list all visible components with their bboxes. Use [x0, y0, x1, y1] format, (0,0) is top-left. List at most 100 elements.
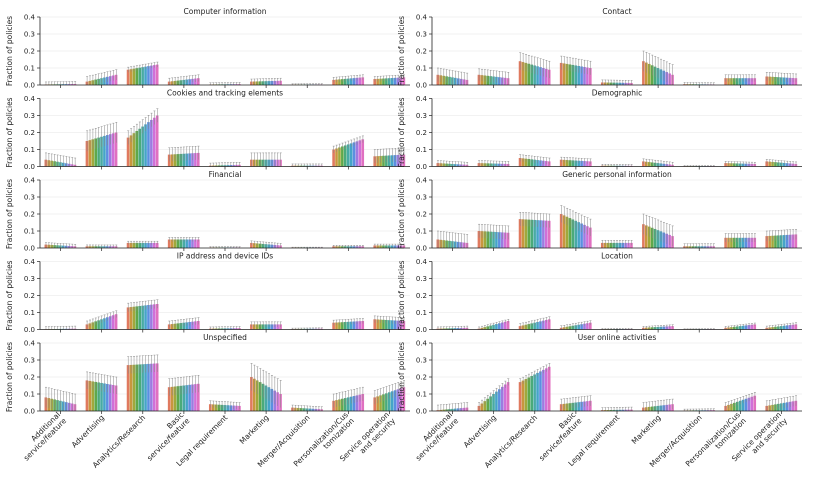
y-tick-label: 0.2 [416, 48, 427, 56]
bar [568, 64, 572, 85]
bar [589, 322, 592, 330]
y-axis-label: Fraction of policies [5, 260, 14, 330]
bar [562, 159, 566, 167]
bar [747, 237, 751, 248]
bar [197, 239, 200, 248]
y-tick-label: 0.2 [24, 48, 35, 56]
bar [396, 77, 400, 85]
bar [738, 237, 742, 248]
bar [735, 237, 739, 248]
bar [332, 149, 335, 167]
bar [586, 67, 589, 85]
bar [586, 323, 589, 330]
bar-group-additional-service-feature [44, 242, 77, 248]
bar [358, 140, 362, 167]
bar [155, 363, 159, 411]
bar-group-advertising [477, 68, 510, 85]
bar [91, 322, 95, 330]
bar [396, 320, 400, 330]
bar [503, 384, 507, 411]
bar [91, 381, 95, 411]
bar [642, 61, 645, 85]
bar [144, 242, 147, 248]
subplot-user-online-activities: User online activities 0.0 0.1 0.2 0.3 0.4 Fra… [397, 333, 802, 470]
bar [349, 78, 353, 85]
bar [753, 237, 757, 248]
bar [536, 66, 539, 85]
bar [126, 365, 130, 411]
bar [571, 219, 575, 248]
bar [152, 65, 156, 85]
bar [108, 316, 112, 330]
bar-group-advertising [85, 122, 118, 167]
bar-group-analytics-research [518, 154, 551, 167]
bar-group-additional-service-feature [44, 386, 77, 411]
y-tick-label: 0.0 [24, 326, 35, 334]
bar [144, 124, 147, 167]
bar [147, 305, 150, 330]
bar [794, 234, 798, 248]
bar [524, 379, 528, 411]
bar [771, 161, 774, 167]
bar [108, 134, 112, 167]
bar-group-service-operation-and-security [373, 315, 406, 330]
bar [132, 306, 136, 330]
bar [521, 219, 525, 248]
bar [586, 226, 589, 248]
bar [138, 306, 142, 330]
bar [530, 323, 534, 330]
bar-group-marketing [642, 213, 674, 248]
bar [114, 385, 118, 411]
bar [568, 218, 572, 248]
bar-group-basic-service-feature [559, 205, 592, 248]
y-tick-label: 0.2 [416, 292, 427, 300]
subplot-title: Unspecified [203, 333, 247, 342]
bar [744, 398, 748, 411]
bar [527, 324, 531, 330]
bar [376, 78, 379, 85]
bar-group-analytics-research [518, 316, 551, 330]
subplot-title: IP address and device IDs [177, 252, 273, 261]
bar [97, 137, 100, 167]
bar [492, 324, 495, 330]
bar [542, 320, 545, 330]
bar [250, 242, 253, 248]
bar [521, 62, 525, 85]
x-tick-label: Advertising [70, 413, 107, 450]
bar [492, 394, 495, 411]
bar [361, 321, 365, 330]
bar-group-advertising [477, 223, 510, 248]
bar-group-merger-acquisition [291, 163, 323, 167]
bar-group-personalization-customization [724, 74, 757, 85]
bar [577, 160, 580, 167]
y-tick-label: 0.4 [416, 258, 428, 266]
bar [577, 324, 580, 330]
bar [103, 383, 106, 411]
bar [500, 386, 504, 411]
bar [518, 382, 522, 411]
bar [480, 231, 484, 248]
bar [144, 364, 147, 411]
bar [88, 140, 92, 167]
bar [498, 232, 501, 248]
bar [373, 79, 377, 85]
y-tick-label: 0.0 [416, 82, 427, 90]
bar-group-personalization-customization [332, 74, 365, 85]
bar [644, 62, 648, 85]
bar [100, 382, 103, 411]
bar-group-service-operation-and-security [373, 243, 406, 248]
bar [352, 321, 356, 330]
y-tick-label: 0.1 [416, 146, 427, 154]
bar [352, 142, 356, 167]
bar [753, 395, 757, 411]
bar [373, 319, 377, 330]
bar [521, 158, 525, 167]
bar [498, 389, 501, 411]
bar-group-marketing [250, 152, 282, 167]
y-tick-label: 0.1 [24, 228, 35, 236]
bar [129, 135, 133, 167]
bar-group-marketing [642, 398, 674, 411]
subplot-location: Location 0.0 0.1 0.2 0.3 0.4 Fraction of polic… [397, 252, 802, 334]
bar [393, 320, 397, 330]
subplot-financial: Financial 0.0 0.1 0.2 0.3 0.4 Fraction of poli… [5, 170, 410, 253]
